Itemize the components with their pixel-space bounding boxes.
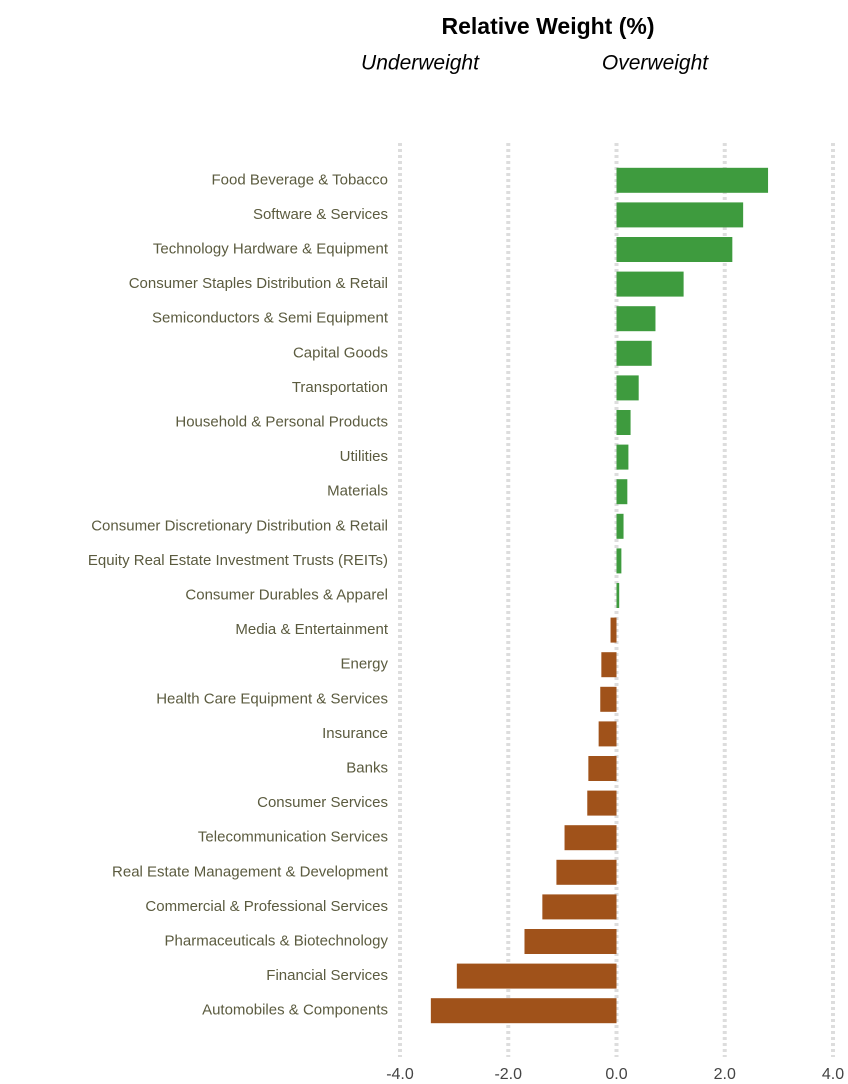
annotation: Underweight [361,52,480,75]
y-tick-label: Automobiles & Components [202,1002,388,1019]
bar [556,859,617,885]
annotation: Overweight [602,52,709,75]
bar [616,271,684,297]
y-tick-label: Materials [327,483,388,500]
x-tick-label: -2.0 [494,1066,522,1083]
x-tick-label: 4.0 [822,1066,844,1083]
y-tick-label: Capital Goods [293,344,388,361]
y-tick-label: Consumer Staples Distribution & Retail [129,275,388,292]
bar [616,479,628,505]
bar [524,929,617,954]
y-tick-label: Technology Hardware & Equipment [153,240,389,257]
bar [542,894,617,920]
bar [616,167,769,193]
bar [616,583,620,608]
bar [610,617,617,643]
bar [616,513,624,539]
y-tick-label: Utilities [340,448,388,465]
bar [588,756,617,781]
y-tick-label: Banks [346,759,388,776]
bar [564,825,617,851]
y-tick-label: Software & Services [253,206,388,223]
y-tick-label: Consumer Discretionary Distribution & Re… [91,517,388,534]
bar [616,375,639,401]
x-tick-label: 0.0 [605,1066,627,1083]
bar [616,548,622,574]
y-tick-label: Financial Services [266,967,388,984]
bar [430,998,617,1024]
y-tick-label: Health Care Equipment & Services [156,690,388,707]
bar [600,686,617,712]
y-tick-label: Commercial & Professional Services [145,898,388,915]
y-tick-label: Food Beverage & Tobacco [211,171,388,188]
y-tick-label: Semiconductors & Semi Equipment [152,310,389,327]
y-tick-label: Transportation [292,379,388,396]
chart-title: Relative Weight (%) [442,13,655,39]
y-tick-label: Pharmaceuticals & Biotechnology [165,932,389,949]
y-tick-label: Media & Entertainment [235,621,388,638]
y-tick-label: Telecommunication Services [198,829,388,846]
x-tick-label: -4.0 [386,1066,414,1083]
bar [598,721,617,747]
y-tick-label: Household & Personal Products [175,413,388,430]
x-tick-label: 2.0 [714,1066,736,1083]
bar [616,444,629,470]
bar [601,652,617,678]
bar [616,340,652,366]
y-tick-label: Consumer Services [257,794,388,811]
bar [587,790,617,816]
y-tick-label: Energy [340,656,388,673]
bar [616,306,656,332]
y-tick-label: Consumer Durables & Apparel [185,586,388,603]
y-tick-label: Real Estate Management & Development [112,863,389,880]
bar [616,202,744,228]
y-tick-label: Insurance [322,725,388,742]
y-tick-label: Equity Real Estate Investment Trusts (RE… [88,552,388,569]
bar [616,237,733,262]
bar [616,410,631,435]
bar [456,963,617,989]
